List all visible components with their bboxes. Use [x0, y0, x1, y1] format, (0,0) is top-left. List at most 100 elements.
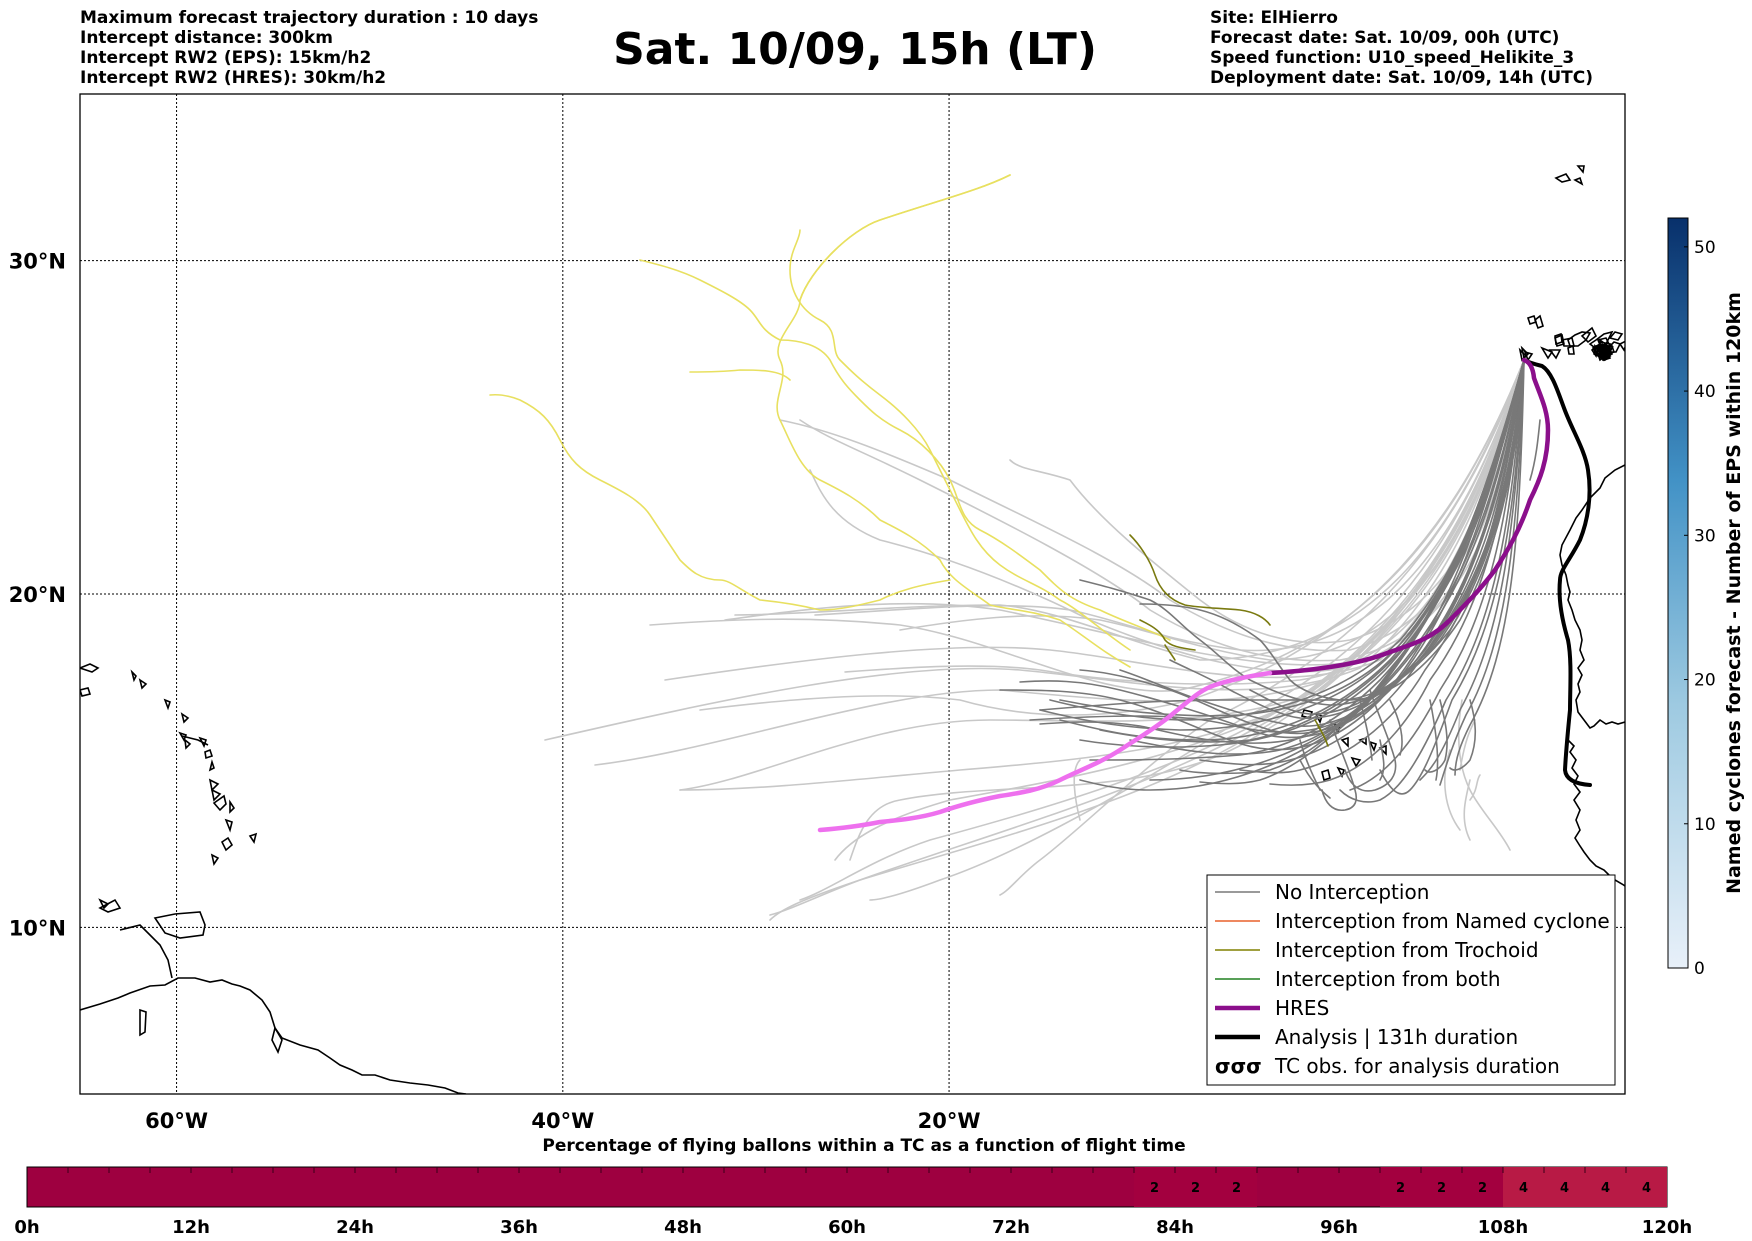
timeline-cell	[1134, 1167, 1175, 1207]
africa-coast-south	[1567, 739, 1625, 887]
run-parameters: Maximum forecast trajectory duration : 1…	[80, 8, 538, 88]
lat-tick-label: 10°N	[9, 916, 66, 940]
colorbar: 0 10 20 30 40 50 Named cyclones forecast - Nu…	[1667, 217, 1745, 979]
madeira	[1573, 176, 1584, 186]
colorbar-tick-label: 30	[1694, 526, 1716, 546]
trinidad-coast	[153, 911, 206, 939]
eps-trajectory	[799, 174, 1011, 301]
timeline-cell	[1421, 1167, 1462, 1207]
eps-trajectory	[1119, 359, 1525, 727]
trochoid-trajectory	[1139, 619, 1196, 651]
eps-trajectory	[1039, 359, 1525, 711]
lesser-antilles	[210, 788, 222, 802]
timeline-title: Percentage of flying ballons within a TC…	[542, 1136, 1185, 1156]
canary-islands	[1534, 314, 1544, 330]
eps-trajectory	[1444, 749, 1461, 831]
legend-label: Analysis | 131h duration	[1275, 1025, 1518, 1049]
eps-trajectory	[1463, 779, 1471, 841]
island	[271, 1025, 283, 1055]
site-line: Site: ElHierro	[1210, 8, 1338, 28]
eps-trajectory	[489, 393, 951, 611]
eps-trajectory	[689, 369, 791, 381]
eps-trajectory	[1079, 359, 1525, 791]
tc-percentage-timeline: Percentage of flying ballons within a TC…	[14, 1136, 1692, 1238]
lesser-antilles	[80, 687, 92, 697]
page-title: Sat. 10/09, 15h (LT)	[613, 24, 1097, 75]
canary-main-2	[1560, 337, 1576, 347]
colorbar-tick-label: 40	[1694, 382, 1716, 402]
timeline-cell	[1585, 1167, 1626, 1207]
lon-tick-label: 60°W	[145, 1109, 208, 1133]
timeline-cell-label: 2	[1437, 1181, 1446, 1196]
eps-trajectory	[1439, 359, 1525, 786]
yellow-trajectories	[489, 174, 1171, 668]
lesser-antilles	[212, 794, 227, 812]
cape-verde	[1321, 768, 1331, 782]
south-america-coast	[80, 977, 467, 1094]
timeline-tick-label: 108h	[1478, 1217, 1528, 1238]
timeline-cell-label: 2	[1150, 1181, 1159, 1196]
eps-trajectory	[1073, 759, 1081, 821]
eps-trajectory	[1039, 359, 1525, 744]
site-info: Site: ElHierro Forecast date: Sat. 10/09…	[1210, 8, 1593, 88]
trochoid-trajectory	[1129, 534, 1271, 626]
eps-trajectory	[1019, 359, 1525, 739]
param-line: Intercept RW2 (EPS): 15km/h2	[80, 48, 372, 68]
timeline-cell	[1462, 1167, 1503, 1207]
param-line: Intercept distance: 300km	[80, 28, 333, 48]
lesser-antilles	[181, 735, 209, 746]
eps-trajectory	[999, 359, 1525, 751]
timeline-cell-label: 2	[1232, 1181, 1241, 1196]
canary-top	[1526, 314, 1538, 326]
canary-islands	[1548, 349, 1562, 360]
canary-islands	[1608, 331, 1624, 341]
cape-verde	[1350, 756, 1362, 768]
coastlines	[80, 165, 1625, 1094]
canary-east	[1599, 354, 1607, 362]
lesser-antilles	[98, 898, 122, 913]
trajectories	[489, 174, 1592, 921]
hres-trajectory-future	[817, 670, 1273, 833]
colorbar-tick-label: 50	[1694, 238, 1716, 258]
eps-trajectory	[869, 359, 1525, 901]
lesser-antilles	[180, 712, 190, 724]
analysis-trajectory	[1522, 358, 1592, 787]
lon-tick-label: 40°W	[531, 1109, 594, 1133]
lesser-antilles	[138, 678, 148, 690]
legend-label: Interception from both	[1275, 967, 1501, 991]
timeline-cell	[1503, 1167, 1544, 1207]
madeira	[1554, 173, 1572, 183]
lesser-antilles	[208, 778, 220, 792]
map-border	[79, 93, 1626, 1095]
site-line: Forecast date: Sat. 10/09, 00h (UTC)	[1210, 28, 1560, 48]
africa-coast	[1559, 464, 1625, 730]
grid-lines	[80, 94, 1625, 1094]
lesser-antilles	[220, 836, 234, 852]
timeline-tick-label: 60h	[828, 1217, 866, 1238]
eps-trajectory	[789, 229, 1131, 651]
param-line: Intercept RW2 (HRES): 30km/h2	[80, 68, 387, 88]
lesser-antilles	[248, 832, 258, 844]
cape-verde	[1368, 740, 1378, 753]
eps-trajectory	[1379, 359, 1525, 795]
eps-trajectory	[1529, 419, 1541, 481]
hres-trajectory-recent	[1267, 357, 1551, 676]
eps-trajectory	[1139, 359, 1525, 701]
eps-trajectory	[639, 259, 1171, 641]
colorbar-tick-label: 0	[1694, 959, 1705, 979]
canary-east	[1596, 352, 1608, 362]
eps-trajectory	[1299, 759, 1331, 799]
timeline-cell-label: 4	[1519, 1181, 1528, 1196]
timeline-cell-label: 4	[1601, 1181, 1610, 1196]
colorbar-title: Named cyclones forecast - Number of EPS …	[1723, 292, 1745, 894]
legend-label: No Interception	[1275, 880, 1429, 904]
lesser-antilles	[98, 898, 110, 910]
eps-trajectory	[1454, 359, 1525, 776]
lesser-antilles	[208, 759, 215, 772]
lesser-antilles	[204, 748, 214, 760]
timeline-tick-label: 84h	[1156, 1217, 1194, 1238]
eps-trajectory	[849, 359, 1525, 861]
madeira	[1576, 165, 1585, 174]
eps-no-interception-trajectories	[999, 359, 1541, 812]
